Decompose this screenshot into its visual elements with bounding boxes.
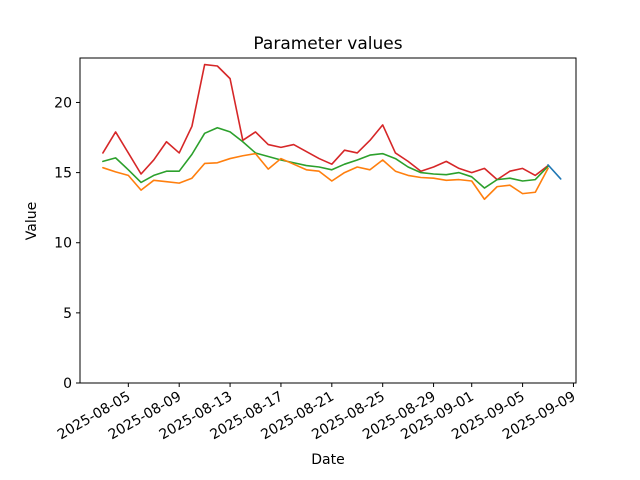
series-green bbox=[102, 126, 549, 189]
y-axis-label: Value bbox=[24, 202, 40, 240]
y-axis-ticks: 0 5 10 15 20 bbox=[54, 95, 80, 392]
plot-border bbox=[79, 57, 577, 384]
x-axis-ticks: 2025-08-052025-08-092025-08-132025-08-17… bbox=[55, 383, 578, 443]
x-axis-label: Date bbox=[311, 452, 344, 468]
y-tick-label: 0 bbox=[63, 376, 72, 392]
y-tick-label: 20 bbox=[54, 95, 72, 111]
plot-lines bbox=[102, 63, 562, 201]
series-red bbox=[102, 63, 549, 181]
y-tick-label: 15 bbox=[54, 166, 72, 182]
series-blue bbox=[547, 164, 562, 180]
y-tick-label: 5 bbox=[63, 306, 72, 322]
chart-title: Parameter values bbox=[253, 34, 402, 54]
series-orange bbox=[102, 152, 549, 201]
y-tick-label: 10 bbox=[54, 236, 72, 252]
